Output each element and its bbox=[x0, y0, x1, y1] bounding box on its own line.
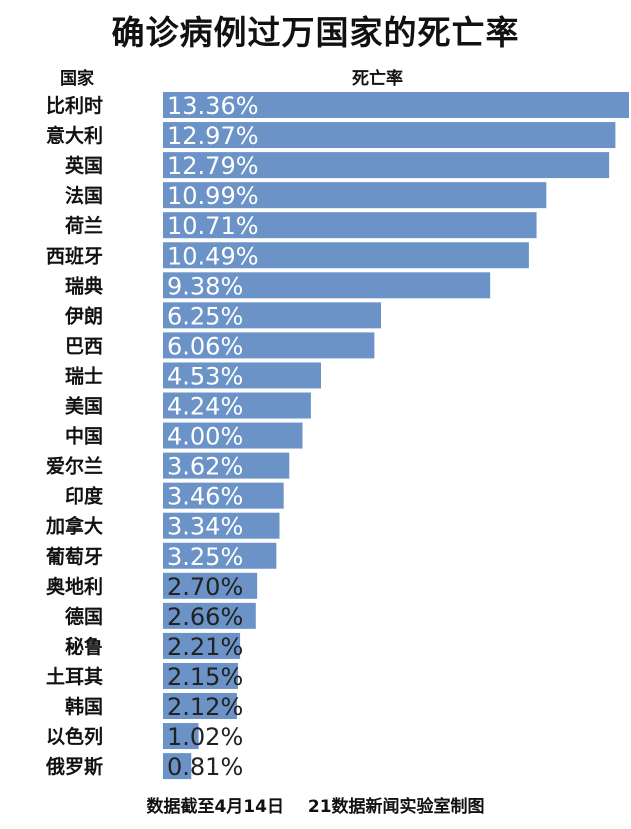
bar bbox=[163, 392, 311, 419]
value-label: 2.70% bbox=[167, 573, 243, 601]
category-label: 荷兰 bbox=[65, 214, 103, 237]
value-label: 2.66% bbox=[167, 603, 243, 631]
category-label: 土耳其 bbox=[46, 666, 103, 688]
value-label: 0.81% bbox=[167, 753, 243, 781]
chart-title: 确诊病例过万国家的死亡率 bbox=[111, 13, 520, 52]
bar bbox=[163, 122, 616, 149]
category-label: 西班牙 bbox=[46, 244, 103, 267]
value-label: 3.25% bbox=[167, 543, 243, 571]
category-label: 韩国 bbox=[65, 695, 103, 718]
bar bbox=[163, 662, 238, 689]
source-credit: 21数据新闻实验室制图 bbox=[307, 797, 485, 817]
value-label: 13.36% bbox=[167, 92, 259, 120]
bar bbox=[163, 452, 290, 479]
category-label: 德国 bbox=[65, 605, 103, 628]
value-label: 10.49% bbox=[167, 242, 259, 270]
value-label: 6.25% bbox=[167, 302, 243, 330]
category-label: 中国 bbox=[65, 425, 103, 448]
category-label: 以色列 bbox=[46, 725, 103, 748]
value-label: 6.06% bbox=[167, 332, 243, 360]
bar bbox=[163, 572, 258, 599]
value-label: 9.38% bbox=[167, 272, 243, 300]
chart-footer: 数据截至4月14日 21数据新闻实验室制图 bbox=[0, 792, 631, 817]
category-label: 英国 bbox=[65, 154, 103, 177]
bar bbox=[163, 542, 277, 569]
bar bbox=[163, 693, 237, 719]
value-label: 3.34% bbox=[167, 513, 243, 541]
bar bbox=[163, 302, 382, 329]
category-label: 比利时 bbox=[46, 95, 103, 117]
bar bbox=[163, 272, 491, 299]
category-label: 俄罗斯 bbox=[45, 755, 103, 778]
rate-column-header: 死亡率 bbox=[352, 69, 403, 89]
bar bbox=[163, 422, 303, 449]
value-label: 1.02% bbox=[167, 723, 243, 751]
bar bbox=[163, 602, 256, 629]
category-label: 瑞典 bbox=[65, 274, 103, 297]
category-label: 意大利 bbox=[46, 124, 103, 147]
bar bbox=[163, 212, 537, 239]
country-column-header: 国家 bbox=[60, 69, 94, 89]
bar bbox=[163, 92, 629, 118]
category-label: 印度 bbox=[65, 485, 104, 508]
category-label: 巴西 bbox=[65, 335, 103, 357]
value-label: 4.53% bbox=[167, 362, 243, 390]
value-label: 12.79% bbox=[167, 152, 259, 180]
category-label: 爱尔兰 bbox=[46, 455, 103, 478]
category-label: 法国 bbox=[65, 184, 103, 207]
value-label: 3.46% bbox=[167, 483, 243, 511]
bar bbox=[163, 753, 192, 780]
bar bbox=[163, 182, 547, 209]
bar bbox=[163, 512, 280, 539]
value-label: 3.62% bbox=[167, 453, 243, 481]
value-label: 10.71% bbox=[167, 212, 259, 240]
category-label: 奥地利 bbox=[46, 575, 103, 598]
data-date-note: 数据截至4月14日 bbox=[146, 797, 284, 817]
category-label: 美国 bbox=[65, 395, 103, 418]
category-label: 瑞士 bbox=[65, 364, 103, 387]
value-label: 10.99% bbox=[167, 182, 259, 210]
category-label: 伊朗 bbox=[64, 304, 103, 327]
bar bbox=[163, 632, 241, 659]
bar bbox=[163, 152, 610, 179]
bar bbox=[163, 332, 375, 359]
value-label: 2.15% bbox=[167, 663, 243, 691]
category-label: 秘鲁 bbox=[65, 635, 103, 658]
bar bbox=[163, 242, 529, 269]
bar bbox=[163, 723, 199, 750]
category-label: 加拿大 bbox=[45, 515, 103, 538]
value-label: 4.24% bbox=[167, 393, 243, 421]
value-label: 4.00% bbox=[167, 423, 243, 451]
bar bbox=[163, 482, 284, 509]
value-label: 2.21% bbox=[167, 633, 243, 661]
bar bbox=[163, 362, 322, 389]
category-label: 葡萄牙 bbox=[46, 545, 103, 568]
value-label: 2.12% bbox=[167, 693, 243, 721]
value-label: 12.97% bbox=[167, 122, 259, 150]
